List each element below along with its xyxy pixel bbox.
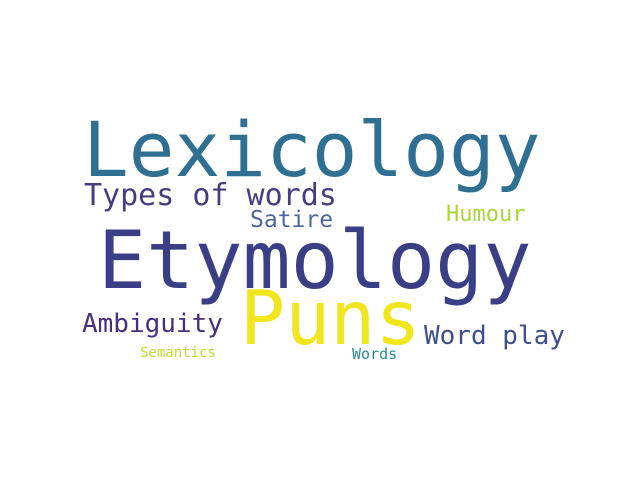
word-satire: Satire: [250, 207, 334, 233]
word-word-play: Word play: [424, 321, 565, 351]
word-lexicology: Lexicology: [83, 105, 541, 194]
word-words: Words: [352, 345, 398, 363]
word-puns: Puns: [240, 274, 421, 362]
word-humour: Humour: [446, 202, 526, 227]
word-types-of-words: Types of words: [84, 178, 337, 213]
word-etymology: Etymology: [98, 214, 532, 307]
word-ambiguity: Ambiguity: [82, 309, 223, 339]
word-semantics: Semantics: [140, 345, 216, 361]
